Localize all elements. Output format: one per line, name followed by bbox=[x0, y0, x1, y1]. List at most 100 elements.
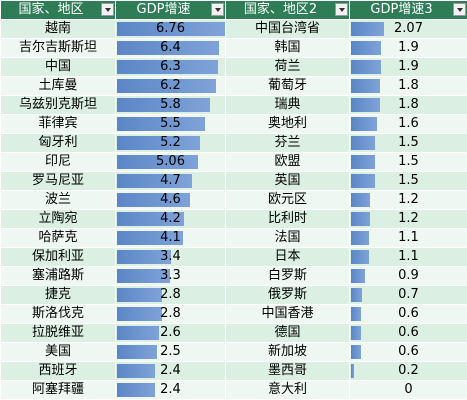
data-bar bbox=[351, 155, 375, 169]
cell-gdp-growth[interactable]: 0 bbox=[349, 380, 467, 400]
cell-value: 6.3 bbox=[160, 59, 181, 74]
cell-gdp-growth[interactable]: 0.6 bbox=[349, 323, 467, 343]
cell-country-region[interactable]: 比利时 bbox=[225, 209, 350, 229]
cell-gdp-growth[interactable]: 5.8 bbox=[115, 95, 226, 115]
cell-gdp-growth[interactable]: 4.2 bbox=[115, 209, 226, 229]
cell-country-region[interactable]: 立陶宛 bbox=[0, 209, 116, 229]
cell-gdp-growth[interactable]: 1.5 bbox=[349, 133, 467, 153]
cell-value: 2.4 bbox=[160, 382, 181, 397]
cell-country-region[interactable]: 中国 bbox=[0, 57, 116, 77]
cell-gdp-growth[interactable]: 0.9 bbox=[349, 266, 467, 286]
cell-country-region[interactable]: 欧盟 bbox=[225, 152, 350, 172]
cell-gdp-growth[interactable]: 1.1 bbox=[349, 228, 467, 248]
cell-gdp-growth[interactable]: 1.9 bbox=[349, 57, 467, 77]
cell-country-region[interactable]: 英国 bbox=[225, 171, 350, 191]
cell-country-region[interactable]: 匈牙利 bbox=[0, 133, 116, 153]
cell-country-region[interactable]: 越南 bbox=[0, 19, 116, 39]
cell-country-region[interactable]: 白罗斯 bbox=[225, 266, 350, 286]
cell-country-region[interactable]: 荷兰 bbox=[225, 57, 350, 77]
cell-country-region[interactable]: 新加坡 bbox=[225, 342, 350, 362]
cell-gdp-growth[interactable]: 1.6 bbox=[349, 114, 467, 134]
cell-country-region[interactable]: 西班牙 bbox=[0, 361, 116, 381]
cell-gdp-growth[interactable]: 1.8 bbox=[349, 95, 467, 115]
cell-gdp-growth[interactable]: 2.4 bbox=[115, 361, 226, 381]
header-row: 国家、地区 GDP增速 国家、地区2 GDP增速3 bbox=[0, 0, 467, 20]
cell-country-region[interactable]: 奥地利 bbox=[225, 114, 350, 134]
cell-gdp-growth[interactable]: 0.6 bbox=[349, 342, 467, 362]
cell-gdp-growth[interactable]: 5.2 bbox=[115, 133, 226, 153]
table-row: 立陶宛 4.2 比利时 1.2 bbox=[0, 209, 467, 229]
cell-country-region[interactable]: 德国 bbox=[225, 323, 350, 343]
header-gdp-growth-3[interactable]: GDP增速3 bbox=[349, 0, 467, 20]
cell-country-region[interactable]: 俄罗斯 bbox=[225, 285, 350, 305]
cell-gdp-growth[interactable]: 6.2 bbox=[115, 76, 226, 96]
cell-gdp-growth[interactable]: 1.2 bbox=[349, 209, 467, 229]
cell-country-region[interactable]: 印尼 bbox=[0, 152, 116, 172]
cell-gdp-growth[interactable]: 2.8 bbox=[115, 285, 226, 305]
cell-country-region[interactable]: 阿塞拜疆 bbox=[0, 380, 116, 400]
cell-gdp-growth[interactable]: 2.6 bbox=[115, 323, 226, 343]
cell-country-region[interactable]: 罗马尼亚 bbox=[0, 171, 116, 191]
cell-gdp-growth[interactable]: 2.8 bbox=[115, 304, 226, 324]
cell-country-region[interactable]: 日本 bbox=[225, 247, 350, 267]
table-body: 越南 6.76 中国台湾省 2.07 吉尔吉斯斯坦 6.4 韩国 1.9 中国 6.3 荷兰 1.9 土… bbox=[0, 19, 467, 400]
cell-gdp-growth[interactable]: 1.1 bbox=[349, 247, 467, 267]
cell-gdp-growth[interactable]: 4.6 bbox=[115, 190, 226, 210]
header-country-region-2[interactable]: 国家、地区2 bbox=[225, 0, 350, 20]
cell-gdp-growth[interactable]: 5.5 bbox=[115, 114, 226, 134]
cell-gdp-growth[interactable]: 6.76 bbox=[115, 19, 226, 39]
cell-gdp-growth[interactable]: 1.5 bbox=[349, 152, 467, 172]
cell-value: 5.06 bbox=[156, 154, 185, 169]
table-row: 印尼 5.06 欧盟 1.5 bbox=[0, 152, 467, 172]
cell-country-region[interactable]: 欧元区 bbox=[225, 190, 350, 210]
cell-gdp-growth[interactable]: 4.7 bbox=[115, 171, 226, 191]
filter-dropdown-icon[interactable] bbox=[211, 3, 224, 16]
cell-gdp-growth[interactable]: 3.3 bbox=[115, 266, 226, 286]
cell-gdp-growth[interactable]: 4.1 bbox=[115, 228, 226, 248]
cell-country-region[interactable]: 波兰 bbox=[0, 190, 116, 210]
cell-gdp-growth[interactable]: 2.4 bbox=[115, 380, 226, 400]
cell-country-region[interactable]: 芬兰 bbox=[225, 133, 350, 153]
cell-country-region[interactable]: 土库曼 bbox=[0, 76, 116, 96]
filter-dropdown-icon[interactable] bbox=[101, 3, 114, 16]
cell-country-region[interactable]: 拉脱维亚 bbox=[0, 323, 116, 343]
cell-country-region[interactable]: 塞浦路斯 bbox=[0, 266, 116, 286]
cell-country-region[interactable]: 乌兹别克斯坦 bbox=[0, 95, 116, 115]
cell-gdp-growth[interactable]: 1.8 bbox=[349, 76, 467, 96]
cell-country-region[interactable]: 瑞典 bbox=[225, 95, 350, 115]
cell-country-region[interactable]: 保加利亚 bbox=[0, 247, 116, 267]
cell-country-region[interactable]: 吉尔吉斯斯坦 bbox=[0, 38, 116, 58]
data-bar bbox=[117, 22, 225, 36]
cell-country-region[interactable]: 哈萨克 bbox=[0, 228, 116, 248]
cell-gdp-growth[interactable]: 6.4 bbox=[115, 38, 226, 58]
cell-country-region[interactable]: 墨西哥 bbox=[225, 361, 350, 381]
cell-gdp-growth[interactable]: 0.7 bbox=[349, 285, 467, 305]
cell-country-region[interactable]: 中国台湾省 bbox=[225, 19, 350, 39]
cell-value: 1.8 bbox=[398, 97, 419, 112]
table-row: 吉尔吉斯斯坦 6.4 韩国 1.9 bbox=[0, 38, 467, 58]
cell-gdp-growth[interactable]: 6.3 bbox=[115, 57, 226, 77]
cell-gdp-growth[interactable]: 1.9 bbox=[349, 38, 467, 58]
cell-gdp-growth[interactable]: 0.6 bbox=[349, 304, 467, 324]
cell-country-region[interactable]: 捷克 bbox=[0, 285, 116, 305]
cell-country-region[interactable]: 美国 bbox=[0, 342, 116, 362]
cell-country-region[interactable]: 法国 bbox=[225, 228, 350, 248]
cell-gdp-growth[interactable]: 5.06 bbox=[115, 152, 226, 172]
cell-gdp-growth[interactable]: 0.2 bbox=[349, 361, 467, 381]
cell-country-region[interactable]: 韩国 bbox=[225, 38, 350, 58]
cell-country-region[interactable]: 斯洛伐克 bbox=[0, 304, 116, 324]
cell-value: 0.6 bbox=[398, 344, 419, 359]
cell-country-region[interactable]: 中国香港 bbox=[225, 304, 350, 324]
filter-dropdown-icon[interactable] bbox=[453, 3, 466, 16]
cell-gdp-growth[interactable]: 1.2 bbox=[349, 190, 467, 210]
cell-country-region[interactable]: 菲律宾 bbox=[0, 114, 116, 134]
cell-gdp-growth[interactable]: 3.4 bbox=[115, 247, 226, 267]
header-country-region[interactable]: 国家、地区 bbox=[0, 0, 116, 20]
cell-country-region[interactable]: 葡萄牙 bbox=[225, 76, 350, 96]
header-gdp-growth[interactable]: GDP增速 bbox=[115, 0, 226, 20]
filter-dropdown-icon[interactable] bbox=[335, 3, 348, 16]
cell-gdp-growth[interactable]: 1.5 bbox=[349, 171, 467, 191]
cell-gdp-growth[interactable]: 2.07 bbox=[349, 19, 467, 39]
cell-gdp-growth[interactable]: 2.5 bbox=[115, 342, 226, 362]
cell-country-region[interactable]: 意大利 bbox=[225, 380, 350, 400]
